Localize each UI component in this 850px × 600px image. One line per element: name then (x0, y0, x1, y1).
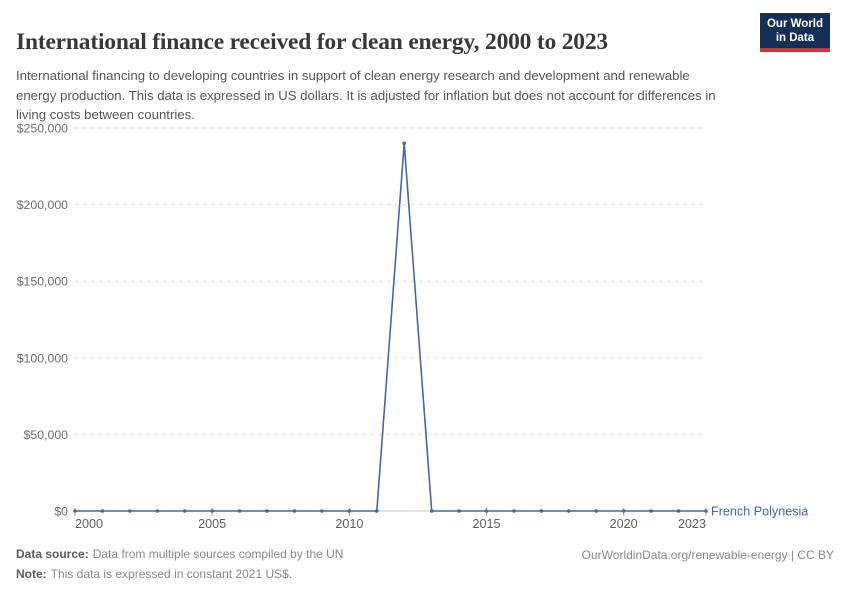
data-point (594, 509, 599, 513)
y-tick-label: $150,000 (17, 275, 68, 289)
x-tick-label: 2023 (678, 517, 706, 531)
data-source-label: Data source: (16, 547, 89, 561)
x-tick-label: 2010 (335, 517, 363, 531)
owid-logo[interactable]: Our World in Data (759, 13, 830, 52)
data-point (320, 509, 324, 513)
owid-logo-line2: in Data (775, 31, 815, 44)
data-point (457, 509, 461, 513)
data-point (621, 509, 626, 513)
data-point (210, 509, 214, 513)
data-source-text: Data from multiple sources compiled by t… (92, 547, 344, 561)
note-line: Note: This data is expressed in constant … (16, 568, 834, 580)
owid-logo-line1: Our World (766, 18, 823, 30)
data-point (567, 509, 571, 513)
chart-footer: Data source: Data from multiple sources c… (16, 548, 834, 588)
y-tick-label: $0 (54, 505, 68, 519)
data-point (292, 509, 297, 513)
data-point (237, 509, 242, 513)
credit-link: OurWorldinData.org/renewable-energy | CC… (581, 548, 834, 562)
y-tick-label: $250,000 (17, 122, 68, 136)
page-title: International finance received for clean… (16, 28, 608, 55)
note-label: Note: (16, 567, 47, 581)
data-point (402, 141, 407, 146)
data-point (375, 509, 379, 513)
x-tick-label: 2020 (610, 517, 638, 531)
y-tick-label: $200,000 (17, 198, 68, 212)
data-point (155, 509, 160, 513)
data-point (512, 509, 516, 513)
x-tick-label: 2015 (473, 517, 501, 531)
data-point (484, 509, 489, 513)
x-tick-label: 2005 (198, 517, 226, 531)
data-point (73, 509, 77, 513)
x-tick-label: 2000 (75, 517, 103, 531)
y-tick-label: $100,000 (17, 351, 68, 365)
data-point (128, 509, 132, 513)
data-point (182, 509, 187, 513)
data-point (347, 509, 352, 513)
data-point (649, 509, 653, 513)
data-point (704, 509, 708, 513)
y-tick-label: $50,000 (24, 428, 69, 442)
data-point (100, 509, 105, 513)
note-text: This data is expressed in constant 2021 … (50, 567, 293, 581)
series-label[interactable]: French Polynesia (711, 505, 808, 519)
data-point (265, 509, 269, 513)
chart-subtitle: International financing to developing co… (16, 68, 716, 123)
data-point (429, 509, 434, 513)
data-point (539, 509, 544, 513)
data-point (676, 509, 681, 513)
series-line[interactable] (75, 143, 706, 512)
data-source-line: Data source: Data from multiple sources c… (16, 548, 834, 560)
